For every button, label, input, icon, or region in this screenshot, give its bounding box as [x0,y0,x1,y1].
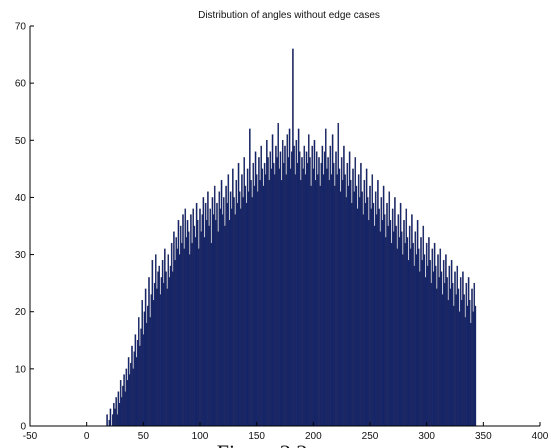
y-tick-label: 30 [15,250,27,261]
histogram-bar [474,305,477,427]
histogram-bar [106,414,108,427]
bars-group [106,48,477,427]
y-tick-label: 50 [15,136,27,147]
x-tick-label: 50 [138,431,150,442]
y-tick-label: 40 [15,193,27,204]
x-tick-label: 350 [475,431,492,442]
y-tick-label: 70 [15,22,27,33]
axes-group: -50 0 50 100 150 200 250 300 350 4000102030405060… [15,22,549,443]
y-tick-label: 60 [15,79,27,90]
y-tick-label: 20 [15,307,27,318]
x-tick-label: 300 [418,431,435,442]
x-tick-label: 100 [192,431,209,442]
y-tick-label: 0 [20,422,26,433]
x-tick-label: 200 [305,431,322,442]
x-tick-label: -50 [23,431,38,442]
histogram-bar [109,408,112,427]
x-tick-label: 250 [362,431,379,442]
chart-title: Distribution of angles without edge case… [198,10,380,21]
y-tick-label: 10 [15,364,27,375]
x-tick-label: 150 [248,431,265,442]
x-tick-label: 0 [84,431,90,442]
figure-caption: Figure 3.3 [217,440,307,448]
x-tick-label: 400 [532,431,549,442]
